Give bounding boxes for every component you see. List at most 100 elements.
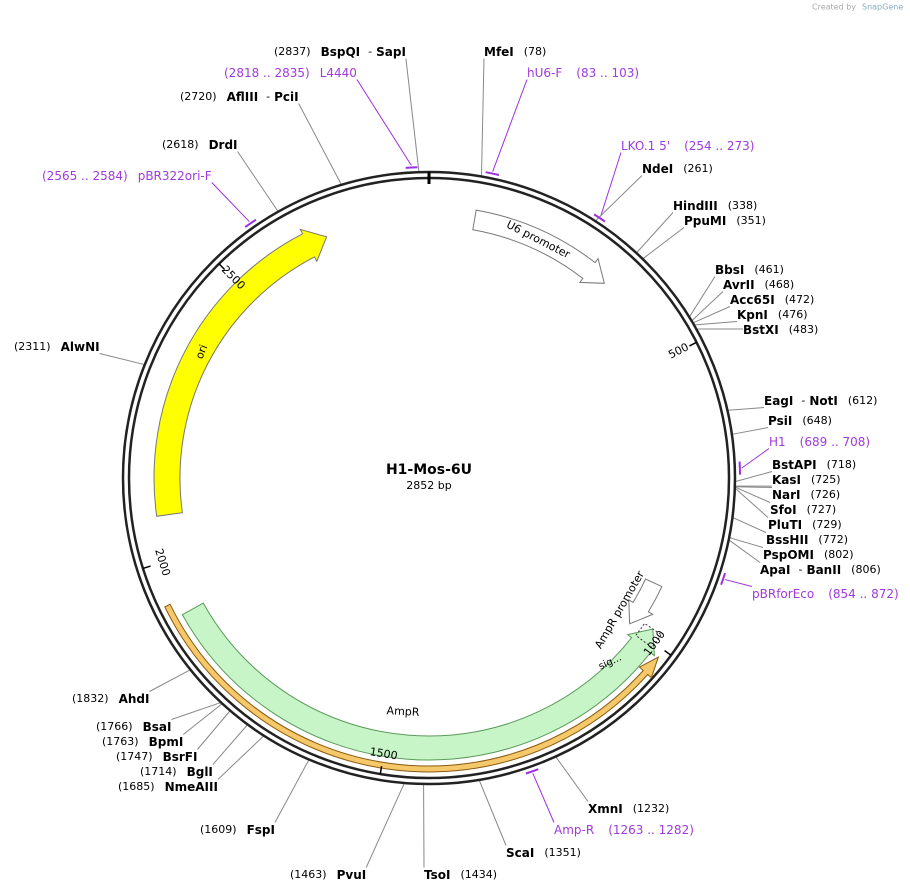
site-label: (1763) BpmI <box>102 735 183 749</box>
site-position: (1747) <box>116 750 153 763</box>
primer-mark <box>405 166 418 169</box>
site-line <box>298 103 342 185</box>
map-length: 2852 bp <box>406 479 451 492</box>
site-line <box>365 783 405 868</box>
enzyme-name: BstAPI <box>772 458 817 472</box>
site-position: (1463) <box>290 868 327 881</box>
primer-label: hU6-F (83 .. 103) <box>527 66 639 80</box>
site-position: (476) <box>778 308 808 321</box>
site-line <box>729 537 764 548</box>
site-line <box>732 427 769 435</box>
site-position: (718) <box>827 458 857 471</box>
scale-tick <box>142 565 151 570</box>
enzyme-name: BssHII <box>766 533 808 547</box>
site-line <box>217 736 264 780</box>
enzyme-name: XmnI <box>588 802 623 816</box>
site-label: ApaI - BanII (806) <box>760 563 881 577</box>
site-line <box>274 760 309 823</box>
site-line <box>595 175 643 221</box>
site-label: TsoI (1434) <box>424 868 497 882</box>
enzyme-name: BpmI <box>149 735 184 749</box>
site-label: (1463) PvuI <box>290 868 366 882</box>
site-label: (1714) BglI <box>140 765 213 779</box>
site-label: HindIII (338) <box>673 199 757 213</box>
site-position: (338) <box>728 199 758 212</box>
site-label: BstAPI (718) <box>772 458 856 472</box>
site-position: (461) <box>754 263 784 276</box>
created-by: Created by <box>812 3 856 12</box>
site-line <box>636 212 674 253</box>
site-line <box>733 517 767 533</box>
site-line <box>237 151 279 212</box>
name-separator: - <box>368 45 372 58</box>
enzyme-name: SapI <box>376 45 406 59</box>
site-label: (2618) DrdI <box>162 138 238 152</box>
site-label: Acc65I (472) <box>730 293 814 307</box>
primer-name: pBR322ori-F <box>138 169 212 183</box>
enzyme-name: AvrII <box>723 278 755 292</box>
enzyme-name: BstXI <box>743 323 779 337</box>
feature-ampr <box>181 602 655 761</box>
site-label: PluTI (729) <box>768 518 842 532</box>
primer-line <box>741 448 770 469</box>
primer-label: pBRforEco (854 .. 872) <box>752 587 899 601</box>
primer-name: hU6-F <box>527 66 562 80</box>
site-label: NdeI (261) <box>642 162 713 176</box>
scale-tick <box>379 766 383 775</box>
feature-sig <box>635 622 662 649</box>
primer-mark <box>485 171 500 176</box>
enzyme-name: BglI <box>187 765 213 779</box>
site-line <box>171 702 221 720</box>
name-separator: - <box>801 394 805 407</box>
site-line <box>735 471 773 482</box>
brand: SnapGene <box>862 3 903 12</box>
enzyme-name: EagI <box>764 394 793 408</box>
site-label: (2311) AlwNI <box>14 340 100 354</box>
feature-ampr-promoter <box>628 578 663 625</box>
site-position: (727) <box>807 503 837 516</box>
site-position: (772) <box>818 533 848 546</box>
site-position: (725) <box>811 473 841 486</box>
site-position: (1434) <box>460 868 497 881</box>
enzyme-name: BsrFI <box>163 750 198 764</box>
site-label: NarI (726) <box>772 488 840 502</box>
site-line <box>197 711 230 750</box>
site-label: BstXI (483) <box>743 323 818 337</box>
backbone-outer <box>121 170 737 786</box>
scale-tick <box>689 341 697 347</box>
primer-name: pBRforEco <box>752 587 814 601</box>
enzyme-name: KpnI <box>737 308 768 322</box>
primer-mark <box>593 213 606 223</box>
enzyme-name: PvuI <box>337 868 367 882</box>
primer-range: (83 .. 103) <box>576 66 639 80</box>
map-title: H1-Mos-6U <box>386 462 472 478</box>
site-position: (468) <box>765 278 795 291</box>
primer-range: (689 .. 708) <box>800 435 870 449</box>
site-label: ScaI (1351) <box>506 846 581 860</box>
primer-name: L4440 <box>320 66 357 80</box>
enzyme-name: HindIII <box>673 199 718 213</box>
site-position: (648) <box>802 414 832 427</box>
primer-line <box>356 79 412 166</box>
site-label: (1747) BsrFI <box>116 750 197 764</box>
site-label: EagI - NotI (612) <box>764 394 877 408</box>
site-label: KpnI (476) <box>737 308 808 322</box>
site-label: (1685) NmeAIII <box>118 780 218 794</box>
feature-amp-highlight <box>164 603 660 773</box>
site-label: BssHII (772) <box>766 533 848 547</box>
site-label: SfoI (727) <box>770 503 836 517</box>
primer-range: (2565 .. 2584) <box>42 169 128 183</box>
primer-line <box>724 579 753 587</box>
primer-label: (2565 .. 2584) pBR322ori-F <box>42 169 212 183</box>
site-label: PsiI (648) <box>768 414 832 428</box>
site-line <box>479 780 507 846</box>
primer-mark <box>525 768 539 775</box>
enzyme-name: AflIII <box>227 90 259 104</box>
feature-u6-promoter <box>472 209 605 284</box>
site-position: (351) <box>736 214 766 227</box>
site-position: (806) <box>851 563 881 576</box>
primer-line <box>492 79 528 172</box>
primer-line <box>211 182 250 223</box>
